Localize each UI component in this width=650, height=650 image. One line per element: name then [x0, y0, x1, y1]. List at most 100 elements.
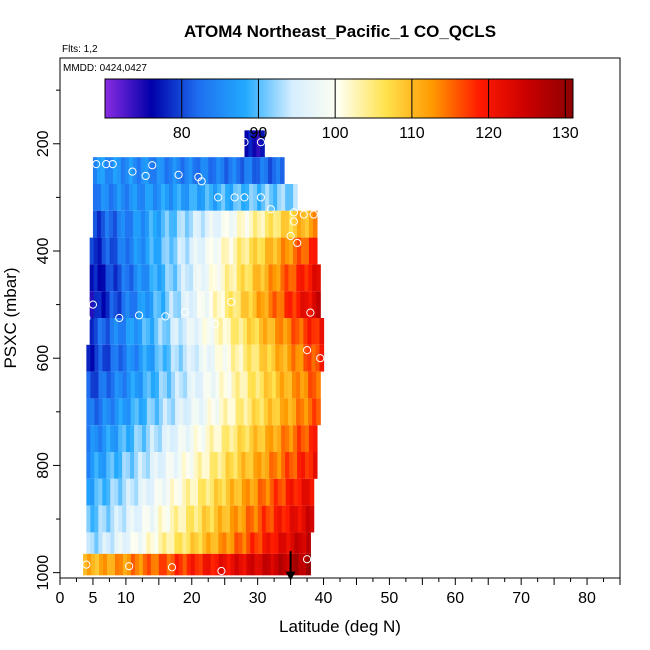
arrow-head: [285, 571, 296, 581]
heat-cell: [201, 183, 206, 211]
heat-cell: [206, 318, 212, 345]
heat-cell: [253, 478, 259, 506]
heat-cell: [306, 532, 311, 554]
heat-cell: [249, 237, 254, 265]
heat-cell: [142, 553, 148, 576]
heat-cell: [174, 553, 180, 576]
heat-cell: [305, 505, 311, 533]
heat-cell: [236, 157, 241, 184]
heat-cell: [272, 157, 277, 184]
heat-cell: [142, 505, 147, 533]
heat-cell: [164, 157, 170, 184]
heat-cell: [189, 452, 195, 479]
heat-cell: [284, 291, 290, 318]
heat-cell: [301, 425, 306, 453]
heat-cell: [157, 452, 163, 479]
heat-cell: [136, 210, 142, 238]
heat-cell: [217, 183, 222, 211]
heat-cell: [236, 210, 242, 238]
heat-cell: [264, 264, 270, 292]
heat-cell: [254, 532, 259, 554]
heat-cell: [167, 371, 172, 399]
heat-cell: [185, 264, 190, 292]
heat-cell: [305, 452, 310, 479]
heat-cell: [259, 371, 265, 399]
heat-cell: [214, 532, 219, 554]
heat-cell: [198, 532, 203, 554]
heat-cell: [173, 291, 178, 318]
heat-cell: [301, 478, 307, 506]
heat-cell: [101, 237, 107, 265]
heat-cell: [246, 553, 252, 576]
heat-cell: [166, 532, 171, 554]
sample-point: [306, 308, 315, 317]
heat-cell: [122, 371, 128, 399]
heat-cell: [209, 478, 215, 506]
heat-cell: [281, 478, 287, 506]
heat-cell: [200, 264, 206, 292]
heat-cell: [93, 318, 99, 345]
heat-cell: [193, 452, 199, 479]
heat-cell: [153, 291, 158, 318]
heat-cell: [221, 183, 226, 211]
heat-cell: [169, 264, 174, 292]
heat-cell: [209, 425, 215, 453]
heat-cell: [182, 344, 188, 372]
heat-cell: [197, 452, 203, 479]
heat-cell: [213, 237, 218, 265]
heat-cell: [100, 183, 106, 211]
x-tick-label: 30: [249, 590, 267, 607]
heat-cell: [192, 157, 198, 184]
heat-cell: [284, 210, 290, 238]
heat-cell: [158, 371, 164, 399]
heat-cell: [162, 553, 168, 576]
heat-cell: [108, 210, 114, 238]
heat-cell: [104, 183, 110, 211]
heat-cell: [130, 532, 135, 554]
sample-point: [240, 193, 249, 202]
heat-cell: [206, 344, 212, 372]
heat-cell: [126, 505, 131, 533]
heat-cell: [242, 553, 248, 576]
heat-cell: [92, 183, 98, 211]
heat-cell: [197, 237, 202, 265]
heat-cell: [289, 505, 295, 533]
heat-cell: [178, 553, 184, 576]
y-tick-label: 1000: [35, 555, 52, 591]
heat-cell: [106, 532, 111, 554]
heat-cell: [162, 532, 167, 554]
heat-cell: [185, 452, 191, 479]
heat-cell: [110, 553, 116, 576]
heat-cell: [214, 344, 220, 372]
heat-cell: [308, 371, 313, 399]
heat-cell: [133, 237, 139, 265]
heat-cell: [181, 264, 186, 292]
heat-cell: [300, 291, 305, 318]
heat-cell: [287, 318, 292, 345]
heat-cell: [121, 237, 127, 265]
heat-cell: [234, 532, 239, 554]
heat-cell: [194, 318, 200, 345]
heat-cell: [164, 210, 170, 238]
heat-cell: [217, 505, 223, 533]
heat-cell: [304, 210, 310, 238]
heat-cell: [98, 532, 103, 554]
heat-cell: [166, 318, 171, 345]
heat-cell: [258, 553, 264, 576]
heat-cell: [152, 157, 158, 184]
heat-cell: [292, 371, 297, 399]
heat-cell: [257, 452, 262, 479]
heat-cell: [176, 157, 182, 184]
sample-point: [181, 308, 190, 317]
heat-cell: [263, 318, 268, 345]
heat-cell: [200, 291, 206, 318]
heat-cell: [197, 183, 202, 211]
heat-cell: [281, 425, 286, 453]
heat-cell: [277, 425, 282, 453]
heat-cell: [170, 505, 175, 533]
heat-cell: [149, 183, 154, 211]
heat-cell: [260, 291, 266, 318]
heat-cell: [114, 398, 120, 426]
heat-cell: [253, 425, 258, 453]
heat-cell: [236, 264, 242, 292]
